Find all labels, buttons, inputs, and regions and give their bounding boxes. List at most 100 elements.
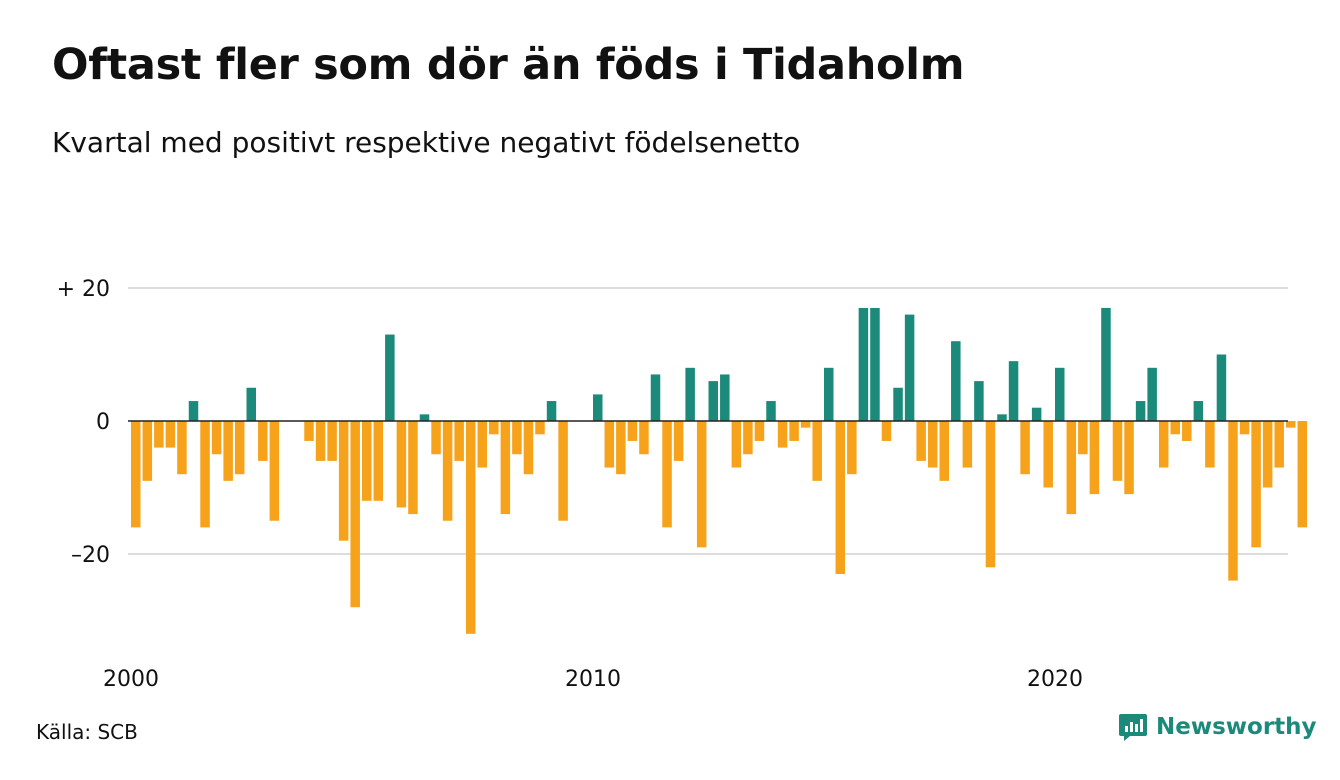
bar — [523, 421, 534, 475]
bar — [373, 421, 384, 501]
bar — [1031, 407, 1042, 421]
bar — [881, 421, 892, 441]
bar — [154, 421, 164, 448]
bar — [812, 421, 822, 481]
bar — [1124, 421, 1134, 495]
bar — [1274, 421, 1284, 468]
bar — [1262, 421, 1273, 488]
bar — [546, 401, 557, 421]
bar — [419, 414, 430, 421]
bar — [1089, 421, 1100, 495]
bar — [327, 421, 337, 461]
bars — [131, 307, 1308, 634]
brand[interactable]: Newsworthy — [1118, 712, 1317, 742]
bar — [408, 421, 418, 515]
bar — [777, 421, 788, 448]
bar — [535, 421, 545, 435]
bar — [789, 421, 799, 441]
bar — [1043, 421, 1053, 488]
bar — [385, 334, 395, 421]
x-tick-label: 2000 — [103, 667, 159, 692]
bar — [1193, 401, 1204, 421]
newsworthy-logo-icon — [1119, 714, 1147, 741]
bar — [489, 421, 499, 435]
bar — [685, 367, 695, 421]
y-axis-labels: + 20 0 –20 — [57, 277, 110, 568]
bar — [431, 421, 441, 455]
bar — [246, 387, 256, 421]
bar — [512, 421, 522, 455]
bar — [662, 421, 672, 528]
y-tick-label: + 20 — [57, 277, 110, 302]
bar — [188, 401, 199, 421]
bar — [338, 421, 349, 541]
bar — [1286, 421, 1296, 428]
bar — [708, 381, 718, 421]
bar — [951, 341, 961, 421]
chart-subtitle: Kvartal med positivt respektive negativt… — [52, 126, 801, 159]
bar — [639, 421, 649, 455]
bar — [1055, 367, 1065, 421]
bar — [731, 421, 742, 468]
bar — [627, 421, 638, 441]
bar — [824, 367, 834, 421]
bar — [962, 421, 973, 468]
bar — [223, 421, 233, 481]
bar — [1008, 361, 1019, 421]
bar — [1205, 421, 1215, 468]
bar — [743, 421, 753, 455]
bar — [1170, 421, 1180, 435]
bar-chart: + 20 0 –20 2000 2010 2020 — [57, 277, 1308, 692]
brand-name: Newsworthy — [1156, 714, 1317, 740]
bar — [454, 421, 464, 461]
bar — [1078, 421, 1088, 455]
bar — [858, 307, 869, 421]
bar — [558, 421, 568, 521]
bar — [904, 314, 915, 421]
bar — [696, 421, 707, 548]
bar — [754, 421, 765, 441]
bar — [673, 421, 684, 461]
bar — [1251, 421, 1261, 548]
bar — [916, 421, 926, 461]
x-tick-label: 2020 — [1027, 667, 1083, 692]
bar — [893, 387, 903, 421]
bar — [616, 421, 626, 475]
gridlines — [128, 287, 1288, 555]
bar — [362, 421, 372, 501]
bar — [1216, 354, 1227, 421]
bar — [939, 421, 949, 481]
bar — [304, 421, 314, 441]
bar — [1239, 421, 1250, 435]
bar — [1101, 307, 1111, 421]
bar — [211, 421, 222, 455]
bar — [985, 421, 996, 568]
bar — [165, 421, 176, 448]
bar — [442, 421, 453, 521]
bar — [131, 421, 141, 528]
x-axis-labels: 2000 2010 2020 — [103, 667, 1083, 692]
bar — [1297, 421, 1308, 528]
bar — [465, 421, 476, 634]
bar — [1020, 421, 1030, 475]
x-tick-label: 2010 — [565, 667, 621, 692]
bar — [593, 394, 603, 421]
bar — [200, 421, 210, 528]
bar — [766, 401, 776, 421]
bar — [350, 421, 360, 608]
bar — [500, 421, 511, 515]
bar — [177, 421, 187, 475]
y-tick-label: 0 — [96, 410, 110, 435]
bar — [870, 307, 880, 421]
bar — [142, 421, 153, 481]
bar — [477, 421, 487, 468]
bar — [396, 421, 407, 508]
bar — [927, 421, 938, 468]
bar — [1112, 421, 1123, 481]
bar — [650, 374, 661, 421]
bar — [315, 421, 326, 461]
bar — [1182, 421, 1192, 441]
bar — [604, 421, 615, 468]
bar — [269, 421, 280, 521]
bar — [1228, 421, 1238, 581]
